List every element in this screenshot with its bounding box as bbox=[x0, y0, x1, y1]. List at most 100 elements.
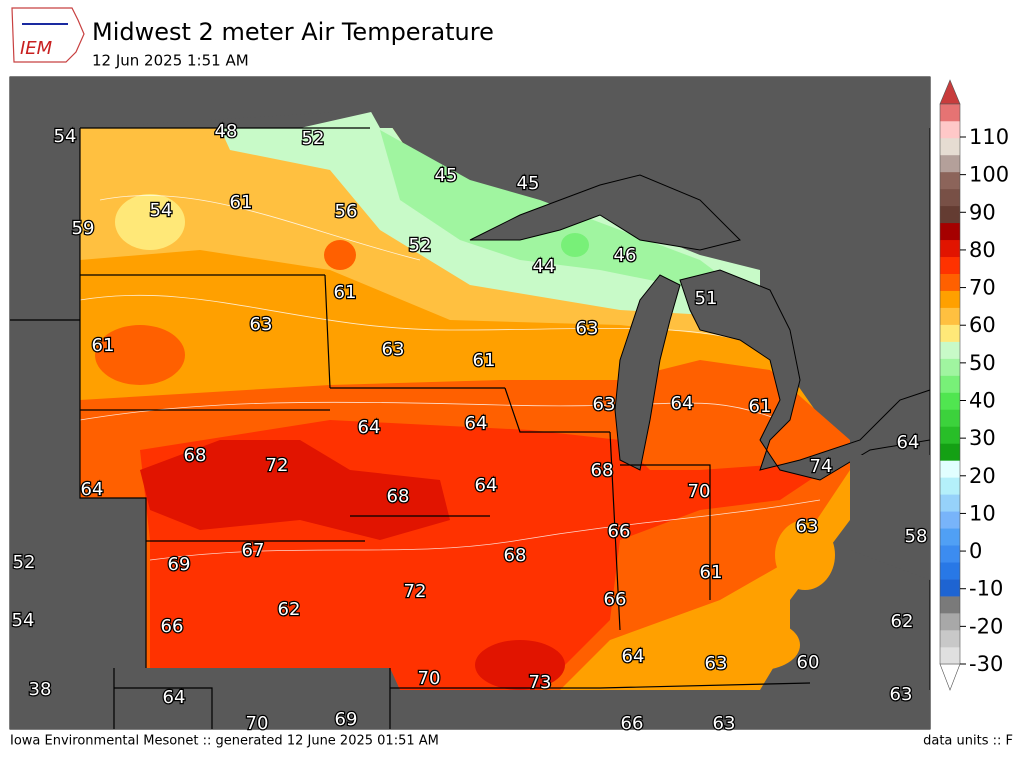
station-value: 60 bbox=[797, 652, 820, 673]
station-value: 58 bbox=[905, 526, 928, 547]
station-value: 54 bbox=[54, 126, 77, 147]
station-value: 70 bbox=[246, 713, 269, 734]
station-value: 64 bbox=[358, 417, 381, 438]
colorbar-tick-label: 70 bbox=[969, 276, 996, 300]
colorbar-bin bbox=[940, 579, 960, 597]
station-value: 68 bbox=[184, 445, 207, 466]
station-value: 68 bbox=[504, 545, 527, 566]
colorbar-bin bbox=[940, 562, 960, 580]
station-value: 69 bbox=[335, 709, 358, 730]
colorbar-bin bbox=[940, 324, 960, 342]
colorbar-frame bbox=[939, 103, 961, 665]
colorbar-tick-label: 30 bbox=[969, 426, 996, 450]
title: Midwest 2 meter Air Temperature bbox=[92, 18, 494, 46]
station-value: 61 bbox=[700, 562, 723, 583]
station-value: 66 bbox=[608, 521, 631, 542]
colorbar-bin bbox=[940, 511, 960, 529]
colorbar-bin bbox=[940, 647, 960, 665]
station-value: 59 bbox=[72, 218, 95, 239]
logo: IEM bbox=[11, 7, 85, 63]
colorbar-bin bbox=[940, 307, 960, 325]
subtitle: 12 Jun 2025 1:51 AM bbox=[92, 52, 249, 70]
colorbar-bin bbox=[940, 460, 960, 478]
station-value: 66 bbox=[161, 616, 184, 637]
station-value: 61 bbox=[473, 350, 496, 371]
station-value: 38 bbox=[29, 679, 52, 700]
station-value: 73 bbox=[529, 672, 552, 693]
colorbar-tick-label: 10 bbox=[969, 501, 996, 525]
station-value: 46 bbox=[614, 245, 637, 266]
colorbar-bin bbox=[940, 341, 960, 359]
footer-left: Iowa Environmental Mesonet :: generated … bbox=[10, 734, 439, 749]
colorbar-bin bbox=[940, 222, 960, 241]
colorbar-tick-label: 0 bbox=[969, 539, 982, 563]
colorbar-bin bbox=[940, 120, 960, 139]
station-value: 67 bbox=[242, 540, 265, 561]
colorbar-bin bbox=[940, 426, 960, 444]
station-value: 54 bbox=[150, 200, 173, 221]
station-value: 61 bbox=[230, 192, 253, 213]
colorbar-tick-label: 50 bbox=[969, 351, 996, 375]
station-value: 70 bbox=[418, 668, 441, 689]
station-value: 63 bbox=[705, 653, 728, 674]
colorbar-bin bbox=[940, 154, 960, 173]
colorbar-bin bbox=[940, 494, 960, 512]
station-value: 64 bbox=[622, 646, 645, 667]
station-value: 54 bbox=[12, 610, 35, 631]
station-value: 64 bbox=[671, 393, 694, 414]
station-value: 63 bbox=[890, 684, 913, 705]
colorbar-tick-label: 80 bbox=[969, 238, 996, 262]
station-value: 63 bbox=[713, 713, 736, 734]
station-value: 45 bbox=[435, 165, 458, 186]
colorbar-bin bbox=[940, 188, 960, 207]
station-value: 52 bbox=[13, 552, 36, 573]
colorbar-tick-label: 100 bbox=[969, 163, 1009, 187]
station-value: 51 bbox=[695, 288, 718, 309]
colorbar-tick-label: 40 bbox=[969, 389, 996, 413]
colorbar-bin bbox=[940, 545, 960, 563]
colorbar-tick-label: 20 bbox=[969, 464, 996, 488]
station-value: 52 bbox=[302, 128, 325, 149]
station-value: 64 bbox=[81, 479, 104, 500]
station-value: 72 bbox=[404, 581, 427, 602]
colorbar-bin bbox=[940, 358, 960, 376]
station-value: 64 bbox=[465, 413, 488, 434]
colorbar-bin bbox=[940, 104, 960, 122]
colorbar-bin bbox=[940, 137, 960, 156]
station-value: 66 bbox=[604, 589, 627, 610]
station-value: 68 bbox=[387, 486, 410, 507]
colorbar-bin bbox=[940, 256, 960, 274]
footer-right: data units :: F bbox=[923, 734, 1013, 749]
station-value: 64 bbox=[163, 687, 186, 708]
station-value: 63 bbox=[382, 339, 405, 360]
colorbar-bin bbox=[940, 273, 960, 291]
colorbar-bin bbox=[940, 613, 960, 631]
colorbar-bin bbox=[940, 477, 960, 495]
colorbar-bin bbox=[940, 375, 960, 393]
logo-text: IEM bbox=[20, 38, 53, 59]
station-value: 56 bbox=[335, 201, 358, 222]
colorbar-bin bbox=[940, 409, 960, 427]
station-value: 62 bbox=[891, 611, 914, 632]
colorbar-tick-label: 90 bbox=[969, 200, 996, 224]
colorbar-bin bbox=[940, 528, 960, 546]
colorbar-tick-label: -20 bbox=[969, 614, 1003, 638]
station-value: 63 bbox=[593, 394, 616, 415]
station-value: 64 bbox=[897, 432, 920, 453]
station-value: 70 bbox=[688, 481, 711, 502]
station-value: 68 bbox=[591, 460, 614, 481]
colorbar-tick-label: -10 bbox=[969, 577, 1003, 601]
colorbar-bin bbox=[940, 290, 960, 308]
colorbar-tick-label: 60 bbox=[969, 313, 996, 337]
station-value: 44 bbox=[533, 256, 556, 277]
station-value: 64 bbox=[475, 475, 498, 496]
colorbar-tick-label: 110 bbox=[969, 125, 1009, 149]
station-value: 63 bbox=[796, 516, 819, 537]
station-value: 61 bbox=[92, 335, 115, 356]
colorbar bbox=[939, 79, 961, 691]
station-value: 61 bbox=[749, 396, 772, 417]
station-value: 48 bbox=[215, 121, 238, 142]
station-value: 66 bbox=[621, 713, 644, 734]
